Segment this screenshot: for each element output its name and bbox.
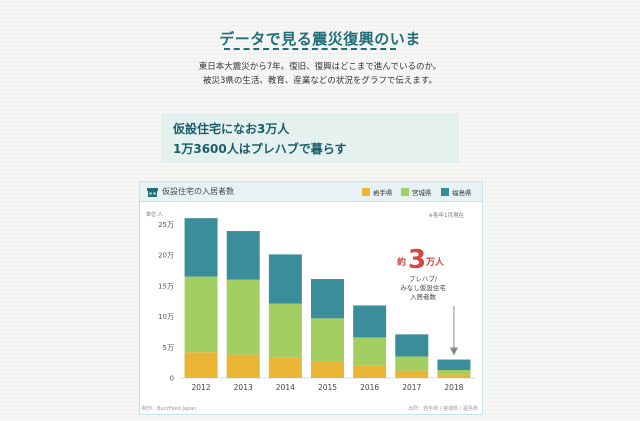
bar-2014-series-2 (268, 254, 302, 304)
y-tick-label: 25万 (158, 221, 174, 229)
legend-label-iwate: 岩手県 (373, 189, 393, 197)
bar-2018-series-2 (437, 359, 471, 371)
chart-panel: 仮設住宅の入居者数 岩手県 宮城県 福島県 単位:人 ※各年1月現在 0 5万 10… (139, 181, 483, 415)
bar-2015-series-0 (311, 361, 344, 378)
bar-2017-series-2 (395, 334, 429, 357)
legend-item-miyagi: 宮城県 (401, 187, 432, 197)
chart-plot: 0 5万 10万 15万 20万 25万 2012 2013 2014 2015 2016 2017 2… (158, 218, 475, 392)
bar-2017-series-0 (395, 370, 429, 378)
bar-2014-series-0 (268, 357, 302, 378)
hero-description-line1: 東日本大震災から7年。復旧、復興はどこまで進んでいるのか。 (198, 62, 442, 72)
x-tick-label: 2015 (318, 383, 337, 392)
x-tick-label: 2014 (276, 383, 295, 392)
annotation-line1: プレハブ/ (409, 274, 438, 283)
house-icon (147, 188, 158, 197)
annotation-line2: みなし仮設住宅 (400, 283, 446, 292)
bar-2012-series-1 (184, 276, 218, 353)
legend-swatch-fukushima (441, 188, 449, 196)
annotation-pointer (449, 347, 458, 356)
x-tick-label: 2013 (234, 383, 253, 392)
source-right: 出所：岩手県 / 宮城県 / 福島県 (408, 406, 478, 412)
bar-2013-series-0 (226, 354, 260, 378)
legend-label-fukushima: 福島県 (452, 189, 472, 197)
legend-label-miyagi: 宮城県 (412, 189, 432, 197)
headline-line1: 仮設住宅になお3万人 (173, 122, 290, 136)
bar-2017-series-1 (395, 356, 429, 371)
x-tick-label: 2017 (402, 383, 421, 392)
headline-line2: 1万3600人はプレハブで暮らす (173, 142, 347, 156)
annotation-number: 3 (408, 245, 426, 275)
as-of-note: ※各年1月現在 (428, 213, 464, 219)
bar-2012-series-2 (184, 218, 218, 277)
hero-title: データで見る震災復興のいま (219, 30, 421, 48)
headline-box: 仮設住宅になお3万人 1万3600人はプレハブで暮らす (161, 113, 459, 163)
x-tick-label: 2018 (444, 383, 463, 392)
legend-swatch-iwate (362, 188, 370, 196)
legend-item-fukushima: 福島県 (441, 187, 472, 197)
annotation-line3: 入居者数 (410, 292, 437, 301)
x-tick-label: 2016 (360, 383, 379, 392)
bar-2015-series-1 (311, 318, 344, 362)
source-left: 制作：BuzzFeed Japan (142, 406, 197, 412)
y-tick-label: 15万 (158, 282, 174, 290)
y-tick-label: 5万 (163, 344, 174, 352)
y-unit-label: 単位:人 (146, 212, 163, 218)
x-tick-label: 2012 (192, 383, 211, 392)
bar-2018-series-1 (437, 370, 471, 375)
bar-2016-series-1 (353, 337, 387, 366)
bar-2015-series-2 (311, 279, 344, 319)
legend-item-iwate: 岩手県 (362, 187, 393, 197)
bar-2013-series-2 (226, 231, 260, 280)
bar-2013-series-1 (226, 279, 260, 355)
bar-2018-series-0 (437, 374, 471, 378)
bar-2014-series-1 (268, 303, 302, 358)
hero-underline (224, 48, 396, 50)
chart-header: 仮設住宅の入居者数 岩手県 宮城県 福島県 (140, 182, 482, 202)
chart-title: 仮設住宅の入居者数 (162, 187, 234, 196)
annotation-suffix: 万人 (425, 256, 445, 268)
legend-swatch-miyagi (401, 188, 409, 196)
y-tick-label: 10万 (158, 313, 174, 321)
bar-2012-series-0 (184, 352, 218, 378)
hero-description-line2: 被災3県の生活、教育、産業などの状況をグラフで伝えます。 (202, 76, 438, 86)
y-tick-label: 20万 (158, 252, 174, 260)
annotation-prefix: 約 (397, 256, 406, 268)
y-tick-label: 0 (170, 375, 174, 383)
bar-2016-series-0 (353, 365, 387, 378)
bar-2016-series-2 (353, 305, 387, 338)
